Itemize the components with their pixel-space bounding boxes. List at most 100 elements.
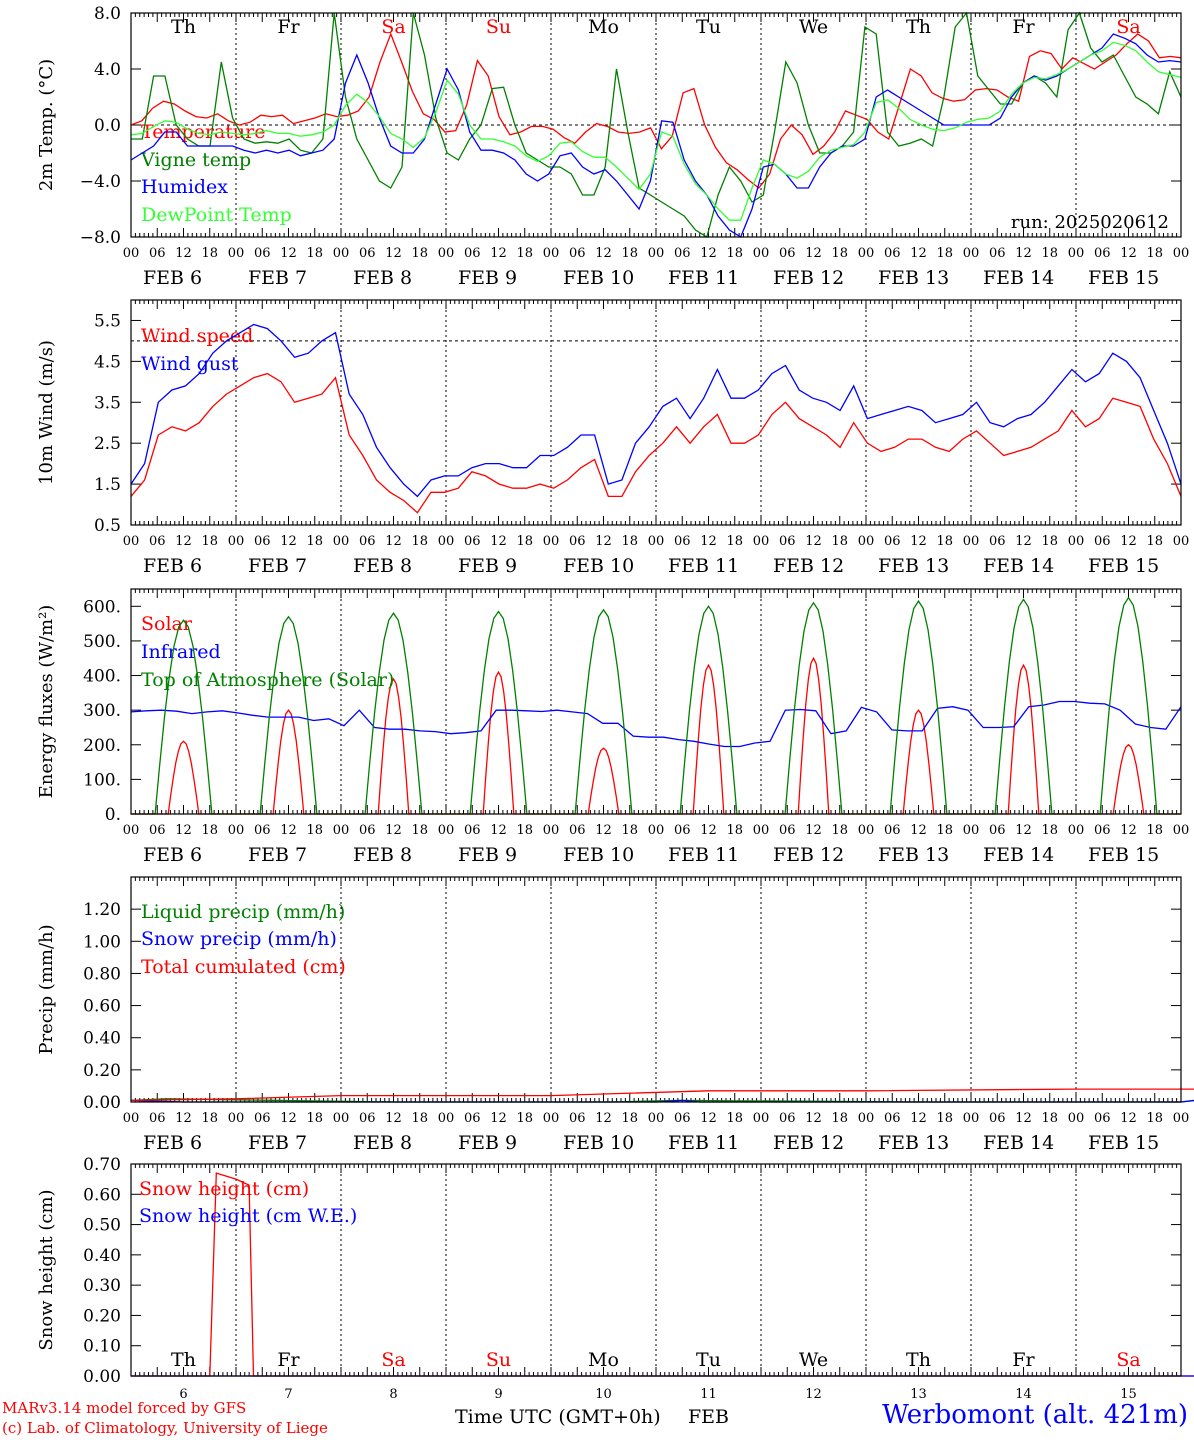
x-hour-label: 12 xyxy=(700,823,717,838)
x-day-number: 12 xyxy=(805,1387,822,1402)
legend-entry: Vigne temp xyxy=(140,149,251,171)
x-hour-label: 00 xyxy=(438,823,455,838)
x-hour-label: 18 xyxy=(1041,823,1058,838)
x-hour-label: 06 xyxy=(884,823,901,838)
x-date-label: FEB 11 xyxy=(668,1132,739,1154)
x-day-number: 6 xyxy=(179,1387,187,1402)
y-tick-label: 0.30 xyxy=(83,1276,121,1296)
x-hour-label: 06 xyxy=(779,534,796,549)
panel-frame-energy xyxy=(130,588,1182,815)
legend-entry: Wind gust xyxy=(141,353,239,375)
x-hour-label: 00 xyxy=(648,246,665,261)
day-name: Fr xyxy=(1012,1349,1035,1371)
x-hour-label: 12 xyxy=(280,823,297,838)
x-hour-label: 18 xyxy=(411,1111,428,1126)
y-tick-label: 0.40 xyxy=(83,1246,121,1266)
legend-entry: Temperature xyxy=(141,121,265,143)
series-line-temp-1 xyxy=(131,11,1182,239)
y-axis-label: Snow height (cm) xyxy=(36,1189,57,1350)
x-date-label: FEB 10 xyxy=(563,1132,634,1154)
x-hour-label: 18 xyxy=(306,823,323,838)
x-hour-label: 18 xyxy=(621,534,638,549)
x-hour-label: 06 xyxy=(464,246,481,261)
x-hour-label: 18 xyxy=(621,1111,638,1126)
x-hour-label: 06 xyxy=(464,534,481,549)
day-name: Sa xyxy=(1116,16,1140,38)
day-name: Su xyxy=(486,1349,511,1371)
panel-frame-wind xyxy=(130,299,1182,526)
x-hour-label: 00 xyxy=(963,823,980,838)
legend-entry: Total cumulated (cm) xyxy=(141,956,346,978)
x-hour-label: 12 xyxy=(910,246,927,261)
x-hour-label: 18 xyxy=(726,534,743,549)
x-hour-label: 18 xyxy=(1146,534,1163,549)
x-hour-label: 12 xyxy=(595,1111,612,1126)
x-hour-label: 00 xyxy=(858,1111,875,1126)
day-name: Mo xyxy=(588,1349,619,1371)
y-tick-label: 1.20 xyxy=(83,900,121,920)
station-title: Werbomont (alt. 421m) xyxy=(882,1400,1188,1430)
x-hour-label: 18 xyxy=(936,246,953,261)
x-hour-label: 18 xyxy=(1041,246,1058,261)
x-hour-label: 12 xyxy=(1015,1111,1032,1126)
x-day-number: 15 xyxy=(1120,1387,1137,1402)
x-hour-label: 06 xyxy=(569,823,586,838)
x-hour-label: 00 xyxy=(648,823,665,838)
x-hour-label: 12 xyxy=(1015,823,1032,838)
x-hour-label: 06 xyxy=(359,246,376,261)
x-hour-label: 12 xyxy=(595,246,612,261)
x-date-label: FEB 8 xyxy=(353,844,412,866)
x-hour-label: 06 xyxy=(359,1111,376,1126)
x-hour-label: 06 xyxy=(464,823,481,838)
day-name: We xyxy=(799,1349,828,1371)
x-hour-label: 00 xyxy=(543,823,560,838)
x-hour-label: 06 xyxy=(884,246,901,261)
x-hour-label: 12 xyxy=(700,534,717,549)
x-hour-label: 18 xyxy=(516,534,533,549)
x-hour-label: 18 xyxy=(306,1111,323,1126)
x-hour-label: 00 xyxy=(1068,534,1085,549)
x-hour-label: 00 xyxy=(1068,1111,1085,1126)
x-hour-label: 12 xyxy=(490,823,507,838)
x-date-label: FEB 11 xyxy=(668,844,739,866)
x-hour-label: 00 xyxy=(543,246,560,261)
x-hour-label: 06 xyxy=(359,534,376,549)
x-hour-label: 12 xyxy=(175,534,192,549)
x-hour-label: 18 xyxy=(936,1111,953,1126)
x-hour-label: 06 xyxy=(674,534,691,549)
y-tick-label: 2.5 xyxy=(94,434,121,454)
y-axis-label: 2m Temp. (°C) xyxy=(36,59,57,191)
x-hour-label: 06 xyxy=(149,246,166,261)
x-date-label: FEB 8 xyxy=(353,555,412,577)
x-date-label: FEB 9 xyxy=(458,555,517,577)
x-hour-label: 00 xyxy=(1068,246,1085,261)
x-hour-label: 00 xyxy=(753,823,770,838)
x-date-label: FEB 13 xyxy=(878,267,949,289)
x-hour-label: 00 xyxy=(123,246,140,261)
x-date-label: FEB 6 xyxy=(143,844,202,866)
day-name: Fr xyxy=(1012,16,1035,38)
x-hour-label: 18 xyxy=(306,246,323,261)
x-date-label: FEB 10 xyxy=(563,267,634,289)
x-hour-label: 00 xyxy=(963,534,980,549)
series-line-snow-0 xyxy=(131,1172,1194,1377)
x-hour-label: 00 xyxy=(753,1111,770,1126)
x-hour-label: 12 xyxy=(280,1111,297,1126)
x-hour-label: 12 xyxy=(805,1111,822,1126)
y-axis-label: 10m Wind (m/s) xyxy=(36,340,57,485)
y-tick-label: 0.20 xyxy=(83,1306,121,1326)
legend-entry: Infrared xyxy=(141,641,221,663)
x-hour-label: 06 xyxy=(1094,823,1111,838)
x-hour-label: 12 xyxy=(910,823,927,838)
x-date-label: FEB 9 xyxy=(458,267,517,289)
y-tick-label: 0.70 xyxy=(83,1155,121,1175)
day-name: Su xyxy=(486,16,511,38)
y-axis-label: Energy fluxes (W/m²) xyxy=(36,605,57,799)
day-name: Fr xyxy=(277,16,300,38)
day-name: Tu xyxy=(696,16,721,38)
x-hour-label: 00 xyxy=(333,823,350,838)
x-hour-label: 00 xyxy=(648,1111,665,1126)
series-line-temp-3 xyxy=(130,41,1182,221)
x-hour-label: 18 xyxy=(201,823,218,838)
y-tick-label: 5.5 xyxy=(94,311,121,331)
